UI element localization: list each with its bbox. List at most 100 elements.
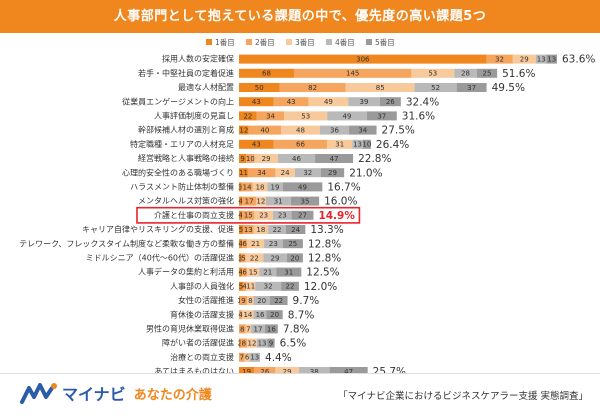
segment-value-label: 53: [301, 112, 310, 120]
bar-segment: [239, 296, 240, 305]
segment-value-label: 21: [263, 269, 272, 277]
segment-value-label: 53: [428, 70, 437, 78]
total-percent-label: 12.5%: [306, 267, 339, 279]
segment-value-label: 10: [362, 141, 371, 149]
bar-segment: [279, 83, 346, 92]
segment-value-label: 17: [254, 325, 263, 333]
segment-value-label: 24: [281, 169, 290, 177]
segment-value-label: 31: [284, 269, 293, 277]
bar-segment: [245, 324, 252, 334]
bar-segment: [294, 68, 412, 78]
segment-value-label: 28: [461, 70, 470, 78]
bar-segment: [320, 168, 345, 178]
category-label: 介護と仕事の両立支援: [154, 210, 234, 220]
bar-segment: [239, 352, 245, 362]
segment-value-label: 12: [247, 340, 256, 348]
segment-value-label: 31: [274, 198, 283, 206]
segment-value-label: 5: [241, 254, 245, 262]
bar-segment: [254, 367, 276, 373]
segment-value-label: 20: [257, 297, 266, 305]
bar-segment: [253, 296, 270, 305]
bar-segment: [256, 338, 268, 348]
segment-value-label: 6: [245, 354, 250, 362]
bar-segment: [242, 310, 254, 320]
bar-segment: [246, 281, 256, 291]
segment-value-label: 4: [238, 240, 243, 248]
bar-segment: [414, 83, 457, 92]
bar-segment: [247, 239, 265, 249]
bar-segment: [379, 97, 401, 107]
bar-segment: [512, 54, 536, 64]
segment-value-label: 13: [250, 354, 259, 362]
category-label: ハラスメント防止体制の整備: [130, 182, 234, 192]
segment-value-label: 7: [246, 325, 250, 333]
total-percent-label: 22.8%: [358, 153, 391, 165]
segment-value-label: 13: [547, 56, 556, 64]
segment-value-label: 6: [242, 240, 247, 248]
bar-segment: [282, 182, 323, 192]
bar-segment: [239, 324, 246, 334]
bar-segment: [239, 267, 243, 277]
bar-segment: [255, 281, 282, 291]
legend-label-4: 4番目: [335, 37, 355, 47]
bar-segment: [546, 54, 557, 64]
legend-label-5: 5番目: [375, 37, 395, 47]
total-percent-label: 16.0%: [324, 196, 357, 208]
bar-segment: [252, 182, 268, 192]
bar-segment: [241, 182, 253, 192]
segment-value-label: 12: [256, 198, 265, 206]
bar-segment: [247, 296, 254, 305]
segment-value-label: 9: [240, 155, 244, 163]
bar-segment: [456, 83, 487, 92]
legend-swatch-5: [366, 39, 372, 45]
legend-label-3: 3番目: [295, 37, 315, 47]
category-label: メンタルヘルス対策の強化: [138, 196, 234, 206]
total-percent-label: 12.8%: [308, 253, 341, 265]
total-percent-label: 31.6%: [402, 111, 435, 123]
total-percent-label: 63.6%: [562, 54, 595, 66]
bar-segment: [486, 54, 513, 64]
segment-value-label: 32: [264, 283, 273, 291]
category-label: キャリア自律やリスキリングの支援、促進: [82, 224, 234, 234]
segment-value-label: 5: [239, 226, 243, 234]
bar-segment: [239, 239, 243, 249]
segment-value-label: 26: [260, 368, 269, 373]
category-label: 育休後の活躍支援: [170, 309, 234, 319]
bar-segment: [253, 310, 267, 320]
segment-value-label: 50: [255, 84, 264, 92]
segment-value-label: 49: [298, 183, 307, 191]
bar-segment: [298, 367, 330, 373]
category-label: 最適な人材配置: [178, 82, 234, 92]
legend-swatch-1: [206, 39, 212, 45]
bar-segment: [244, 352, 250, 362]
segment-value-label: 23: [269, 240, 278, 248]
legend-swatch-4: [326, 39, 332, 45]
category-label: ミドルシニア（40代〜60代）の活躍促進: [86, 253, 234, 263]
segment-value-label: 21: [251, 240, 260, 248]
segment-value-label: 4: [238, 269, 243, 277]
segment-value-label: 32: [303, 169, 312, 177]
bar-segment: [269, 296, 288, 305]
bar-segment: [245, 253, 264, 263]
segment-value-label: 34: [257, 169, 266, 177]
segment-value-label: 22: [243, 112, 252, 120]
total-percent-label: 9.7%: [293, 295, 320, 307]
category-label: あてはまるものはない: [154, 367, 234, 373]
segment-value-label: 14: [243, 311, 252, 319]
bar-segment: [327, 111, 367, 121]
segment-value-label: 37: [467, 84, 476, 92]
bar-segment: [255, 196, 266, 206]
segment-value-label: 13: [353, 141, 362, 149]
bar-segment: [454, 68, 477, 78]
segment-value-label: 11: [246, 283, 255, 291]
segment-value-label: 48: [296, 127, 305, 135]
footer-divider: [0, 373, 600, 374]
bar-segment: [285, 225, 306, 234]
bar-segment: [272, 210, 292, 220]
segment-value-label: 82: [308, 84, 317, 92]
total-percent-label: 12.0%: [304, 281, 337, 293]
category-label: テレワーク、フレックスタイム制度など柔軟な働き方の整備: [19, 238, 234, 248]
segment-value-label: 29: [271, 254, 280, 262]
bar-segment: [239, 281, 244, 291]
bar-segment: [239, 54, 487, 64]
